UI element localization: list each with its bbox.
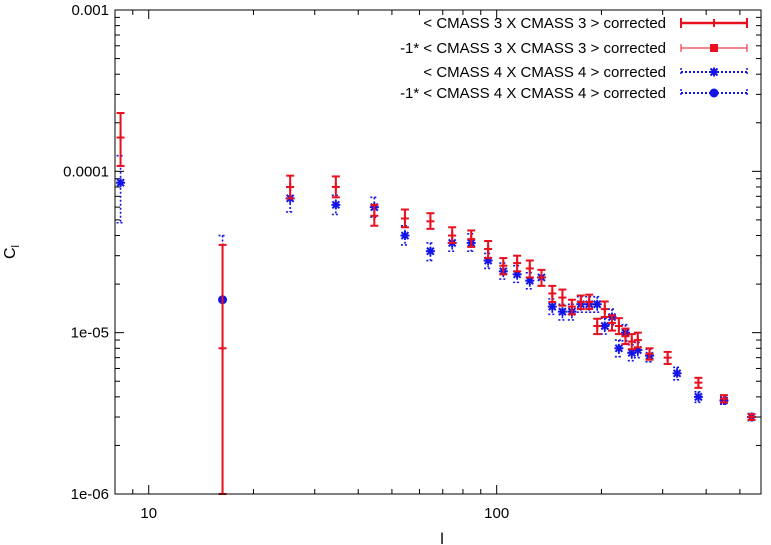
data-point <box>621 327 630 346</box>
legend-label: -1* < CMASS 4 X CMASS 4 > corrected <box>400 85 666 102</box>
data-point <box>426 212 435 230</box>
point-marker-d2 <box>548 302 557 311</box>
data-point <box>600 300 609 319</box>
data-point <box>370 203 379 227</box>
data-point <box>467 229 476 248</box>
data-point <box>645 347 654 361</box>
data-point <box>331 194 341 216</box>
data-point <box>513 254 522 273</box>
data-point <box>286 174 295 200</box>
data-point <box>672 366 682 381</box>
legend-item-4: -1* < CMASS 4 X CMASS 4 > corrected <box>400 85 748 102</box>
series-1 <box>116 111 756 495</box>
point-marker-d2 <box>592 300 602 309</box>
data-point <box>548 284 557 303</box>
axis-ticks <box>114 9 761 495</box>
data-point <box>448 226 457 244</box>
data-point <box>633 331 642 349</box>
point-marker-d2 <box>331 200 341 210</box>
legend-marker <box>710 44 718 52</box>
data-point <box>627 333 636 351</box>
data-point <box>116 154 126 224</box>
y-tick-label: 1e-06 <box>71 486 109 503</box>
data-point <box>499 257 508 276</box>
svg-text:Cl: Cl <box>2 245 22 259</box>
point-marker-d2 <box>600 321 609 331</box>
data-point <box>567 298 576 316</box>
data-point <box>614 339 624 358</box>
point-marker-d2 <box>614 344 624 353</box>
data-point <box>400 224 410 246</box>
x-tick-label: 100 <box>484 505 509 522</box>
y-tick-label: 0.001 <box>71 2 109 19</box>
point-marker-d2 <box>426 246 435 256</box>
data-point <box>400 208 409 229</box>
data-point <box>719 394 728 404</box>
data-point <box>614 317 623 336</box>
point-marker-d2 <box>694 392 703 402</box>
data-point <box>425 242 435 262</box>
y-axis-label-subscript: l <box>10 245 22 247</box>
data-point <box>116 111 125 167</box>
data-point <box>331 175 340 199</box>
data-point <box>663 350 672 365</box>
y-tick-label: 0.0001 <box>63 163 109 180</box>
legend-item-1: < CMASS 3 X CMASS 3 > corrected <box>423 15 748 32</box>
data-point <box>558 288 567 307</box>
legend: < CMASS 3 X CMASS 3 > corrected -1* < CMA… <box>400 15 748 102</box>
data-point <box>693 391 703 404</box>
point-marker-d2 <box>116 178 125 187</box>
data-point <box>593 317 602 336</box>
data-point <box>576 294 585 311</box>
y-tick-label: 1e-05 <box>71 325 109 342</box>
data-point <box>592 295 602 313</box>
point-marker-d2 <box>558 307 567 316</box>
point-marker-d2 <box>400 231 410 240</box>
tick-labels: 1e-06 1e-05 0.0001 0.001 10 100 <box>63 2 509 522</box>
data-point <box>525 259 534 279</box>
legend-item-3: < CMASS 4 X CMASS 4 > corrected <box>423 64 748 81</box>
data-point <box>218 243 227 495</box>
legend-item-2: -1* < CMASS 3 X CMASS 3 > corrected <box>400 40 748 57</box>
data-point <box>694 376 703 389</box>
legend-label: -1* < CMASS 3 X CMASS 3 > corrected <box>400 40 666 57</box>
series-3 <box>116 154 757 422</box>
data-point <box>607 314 616 332</box>
series-layer <box>116 111 757 495</box>
legend-marker <box>709 88 719 98</box>
plot-frame <box>114 9 762 495</box>
data-point <box>600 317 610 335</box>
data-point <box>747 413 756 422</box>
legend-label: < CMASS 3 X CMASS 3 > corrected <box>423 15 666 32</box>
x-tick-label: 10 <box>140 505 157 522</box>
point-marker-d2 <box>672 369 682 378</box>
legend-label: < CMASS 4 X CMASS 4 > corrected <box>423 64 666 81</box>
x-axis-label: l <box>440 531 444 545</box>
y-axis-label-main: C <box>2 247 19 259</box>
legend-marker-d2 <box>709 67 719 77</box>
data-point <box>585 293 594 311</box>
data-point <box>484 239 493 260</box>
y-axis-label: Cl <box>2 245 22 259</box>
data-point <box>537 268 546 287</box>
